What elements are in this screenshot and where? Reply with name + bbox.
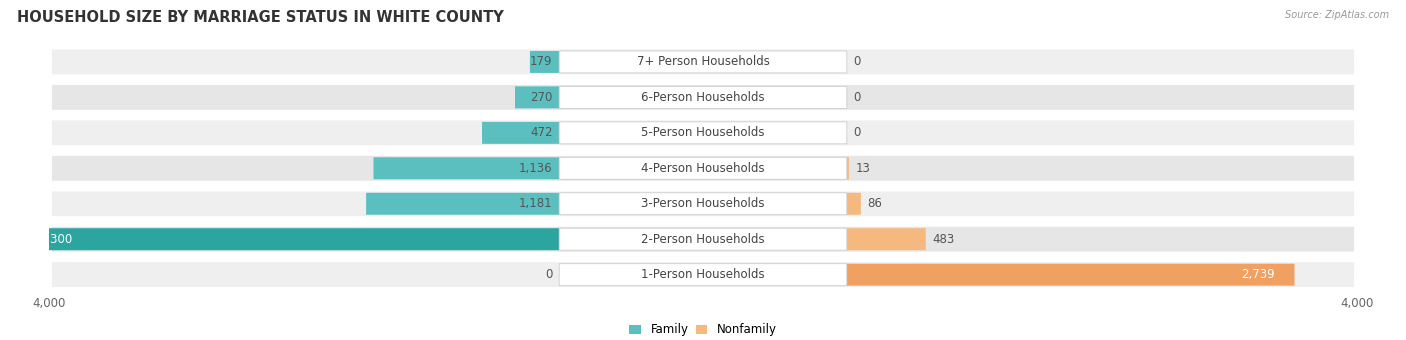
FancyBboxPatch shape xyxy=(51,155,1355,182)
FancyBboxPatch shape xyxy=(560,228,846,250)
Text: 1,181: 1,181 xyxy=(519,197,553,210)
Text: 0: 0 xyxy=(546,268,553,281)
Text: 4-Person Households: 4-Person Households xyxy=(641,162,765,175)
FancyBboxPatch shape xyxy=(51,84,1355,111)
Text: 270: 270 xyxy=(530,91,553,104)
FancyBboxPatch shape xyxy=(560,51,846,73)
FancyBboxPatch shape xyxy=(560,86,846,108)
Text: Source: ZipAtlas.com: Source: ZipAtlas.com xyxy=(1285,10,1389,20)
Text: 483: 483 xyxy=(932,233,955,246)
FancyBboxPatch shape xyxy=(374,157,560,179)
Text: 86: 86 xyxy=(868,197,883,210)
FancyBboxPatch shape xyxy=(482,122,560,144)
Text: 1,136: 1,136 xyxy=(519,162,553,175)
Text: HOUSEHOLD SIZE BY MARRIAGE STATUS IN WHITE COUNTY: HOUSEHOLD SIZE BY MARRIAGE STATUS IN WHI… xyxy=(17,10,503,25)
FancyBboxPatch shape xyxy=(366,193,560,215)
Text: 7+ Person Households: 7+ Person Households xyxy=(637,55,769,68)
FancyBboxPatch shape xyxy=(846,228,925,250)
FancyBboxPatch shape xyxy=(51,226,1355,253)
Text: 6-Person Households: 6-Person Households xyxy=(641,91,765,104)
FancyBboxPatch shape xyxy=(846,193,860,215)
Text: 5-Person Households: 5-Person Households xyxy=(641,126,765,139)
FancyBboxPatch shape xyxy=(515,86,560,108)
Text: 3,300: 3,300 xyxy=(39,233,73,246)
Text: 0: 0 xyxy=(853,91,860,104)
FancyBboxPatch shape xyxy=(20,228,560,250)
FancyBboxPatch shape xyxy=(560,264,846,286)
FancyBboxPatch shape xyxy=(51,261,1355,288)
Text: 472: 472 xyxy=(530,126,553,139)
Text: 0: 0 xyxy=(853,55,860,68)
FancyBboxPatch shape xyxy=(560,157,846,179)
FancyBboxPatch shape xyxy=(51,119,1355,146)
Text: 13: 13 xyxy=(855,162,870,175)
FancyBboxPatch shape xyxy=(560,122,846,144)
FancyBboxPatch shape xyxy=(51,49,1355,75)
Text: 1-Person Households: 1-Person Households xyxy=(641,268,765,281)
Text: 2,739: 2,739 xyxy=(1241,268,1275,281)
FancyBboxPatch shape xyxy=(560,193,846,215)
Text: 179: 179 xyxy=(530,55,553,68)
FancyBboxPatch shape xyxy=(51,190,1355,217)
Legend: Family, Nonfamily: Family, Nonfamily xyxy=(624,319,782,340)
FancyBboxPatch shape xyxy=(846,157,849,179)
Text: 3-Person Households: 3-Person Households xyxy=(641,197,765,210)
Text: 2-Person Households: 2-Person Households xyxy=(641,233,765,246)
FancyBboxPatch shape xyxy=(846,264,1295,286)
Text: 0: 0 xyxy=(853,126,860,139)
FancyBboxPatch shape xyxy=(530,51,560,73)
